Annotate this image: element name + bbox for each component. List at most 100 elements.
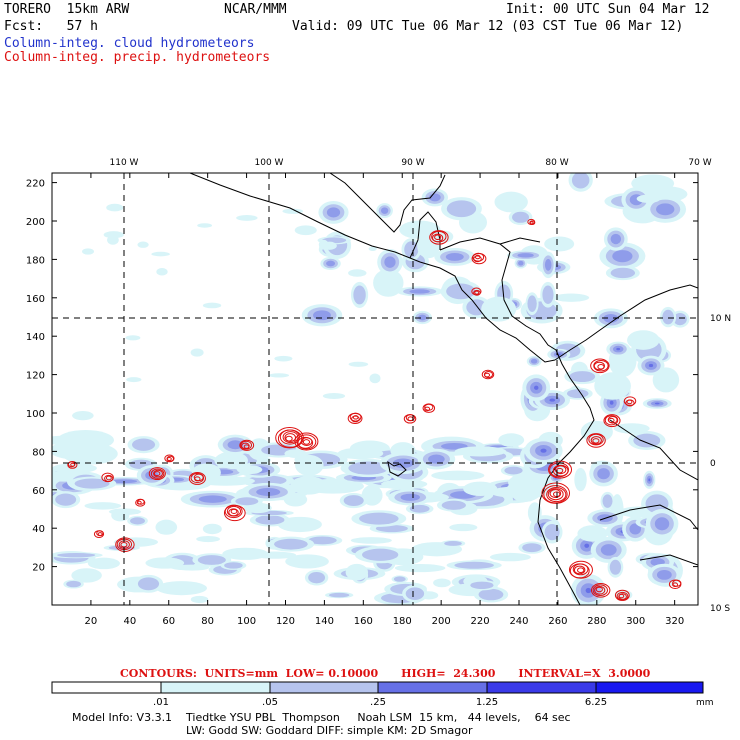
cloud-shade-blob (224, 562, 243, 569)
y-tick-label: 80 (32, 447, 45, 458)
cloud-shade-blob (72, 411, 94, 421)
cloud-shade-blob (445, 252, 464, 261)
precip-contour (603, 414, 621, 428)
latitude-label: 10 N (710, 314, 731, 324)
y-tick-label: 160 (26, 294, 45, 305)
coastline (554, 284, 698, 361)
precip-contour (672, 582, 679, 588)
x-ticks: 20 40 60 80 100 120 140 160 180 200 220 240 260 280 30… (85, 173, 684, 627)
precip-contour (302, 439, 311, 445)
cloud-shade-blob (71, 568, 102, 583)
cloud-shade-blob (174, 564, 210, 571)
cloud-shade-blob (394, 563, 446, 573)
cloud-shade-blob (662, 309, 674, 325)
precip-contour (472, 252, 485, 262)
precip-contour (590, 436, 602, 445)
color-bar-segment (377, 681, 488, 694)
coastline (599, 504, 698, 531)
cloud-shade-blob (353, 285, 366, 305)
precip-contour (608, 417, 615, 423)
longitude-label: 90 W (401, 158, 424, 168)
cloud-shade-blob (504, 466, 523, 475)
cloud-shade-blob (107, 235, 119, 245)
cloud-shade-blob (585, 587, 592, 594)
y-tick-label: 40 (32, 524, 45, 535)
cloud-shade-blob (82, 248, 94, 255)
longitude-label: 70 W (688, 158, 711, 168)
lat-lon-grid (52, 173, 698, 605)
cloud-shading (52, 173, 690, 605)
cloud-shade-blob (337, 447, 384, 460)
cloud-shade-blob (52, 441, 103, 460)
cloud-shade-blob (433, 578, 451, 588)
cloud-shade-blob (132, 438, 156, 451)
y-tick-label: 120 (26, 371, 45, 382)
color-bar: .01 .05 .25 1.25 6.25 mm (51, 681, 714, 708)
precip-contour (285, 435, 293, 442)
cloud-shade-blob (290, 476, 327, 495)
precip-contour (300, 437, 313, 446)
precip-contour (577, 567, 585, 574)
precip-contour (474, 254, 481, 260)
cloud-shade-blob (440, 442, 468, 450)
x-tick-label: 100 (237, 616, 256, 627)
precip-contour (432, 233, 444, 243)
precip-contour (616, 591, 629, 601)
coastline (499, 237, 541, 245)
precip-contour (294, 432, 319, 451)
precip-contour (115, 537, 135, 552)
cloud-shade-blob (409, 289, 430, 294)
cloud-shade-blob (597, 468, 610, 480)
longitude-label: 80 W (545, 158, 568, 168)
precip-contour (97, 532, 103, 536)
cloud-shade-blob (441, 500, 466, 510)
cloud-shade-blob (584, 543, 590, 548)
forecast-hour: Fcst: 57 h (4, 19, 98, 34)
cloud-shade-blob (603, 313, 619, 323)
cloud-shade-blob (66, 580, 81, 588)
cloud-shade-blob (343, 495, 364, 507)
cloud-shade-blob (202, 302, 222, 309)
cloud-shade-blob (610, 267, 636, 279)
cloud-shade-blob (633, 433, 661, 448)
cloud-shade-blob (616, 347, 621, 351)
cloud-shade-blob (463, 481, 498, 497)
color-bar-level: .05 (262, 697, 278, 708)
cloud-shade-blob (392, 458, 414, 469)
cloud-shade-blob (362, 548, 399, 561)
precip-field-label: Column-integ. precip. hydrometeors (4, 50, 271, 65)
precip-contour (239, 439, 255, 451)
cloud-shade-blob (348, 461, 389, 475)
y-tick-label: 200 (26, 217, 45, 228)
cloud-shade-blob (235, 497, 259, 506)
precip-contour (424, 406, 431, 412)
cloud-shade-blob (308, 536, 337, 545)
precip-contour (552, 464, 569, 477)
cloud-shade-blob (255, 515, 285, 525)
coastline (409, 211, 441, 259)
precip-contour (590, 358, 610, 374)
precip-contour (623, 396, 637, 406)
precip-contour (626, 399, 633, 405)
y-tick-label: 20 (32, 563, 45, 574)
precip-contour (474, 290, 480, 295)
cloud-shade-blob (431, 470, 485, 481)
cloud-shade-blob (648, 478, 651, 482)
precip-contour (554, 465, 567, 475)
color-bar-level: .25 (370, 697, 386, 708)
x-tick-label: 180 (393, 616, 412, 627)
precip-contour (194, 476, 201, 482)
precip-contour (618, 593, 625, 599)
x-tick-label: 200 (432, 616, 451, 627)
plot-area (52, 173, 698, 605)
cloud-shade-blob (285, 554, 329, 569)
cloud-shade-blob (600, 544, 617, 556)
coastlines (189, 173, 698, 605)
color-bar-level: 1.25 (476, 697, 498, 708)
color-bar-segment (51, 681, 162, 694)
x-tick-label: 220 (471, 616, 490, 627)
precip-contour (529, 221, 534, 225)
cloud-shade-blob (284, 449, 307, 458)
cloud-shade-blob (74, 478, 110, 489)
cloud-shade-blob (522, 543, 542, 553)
